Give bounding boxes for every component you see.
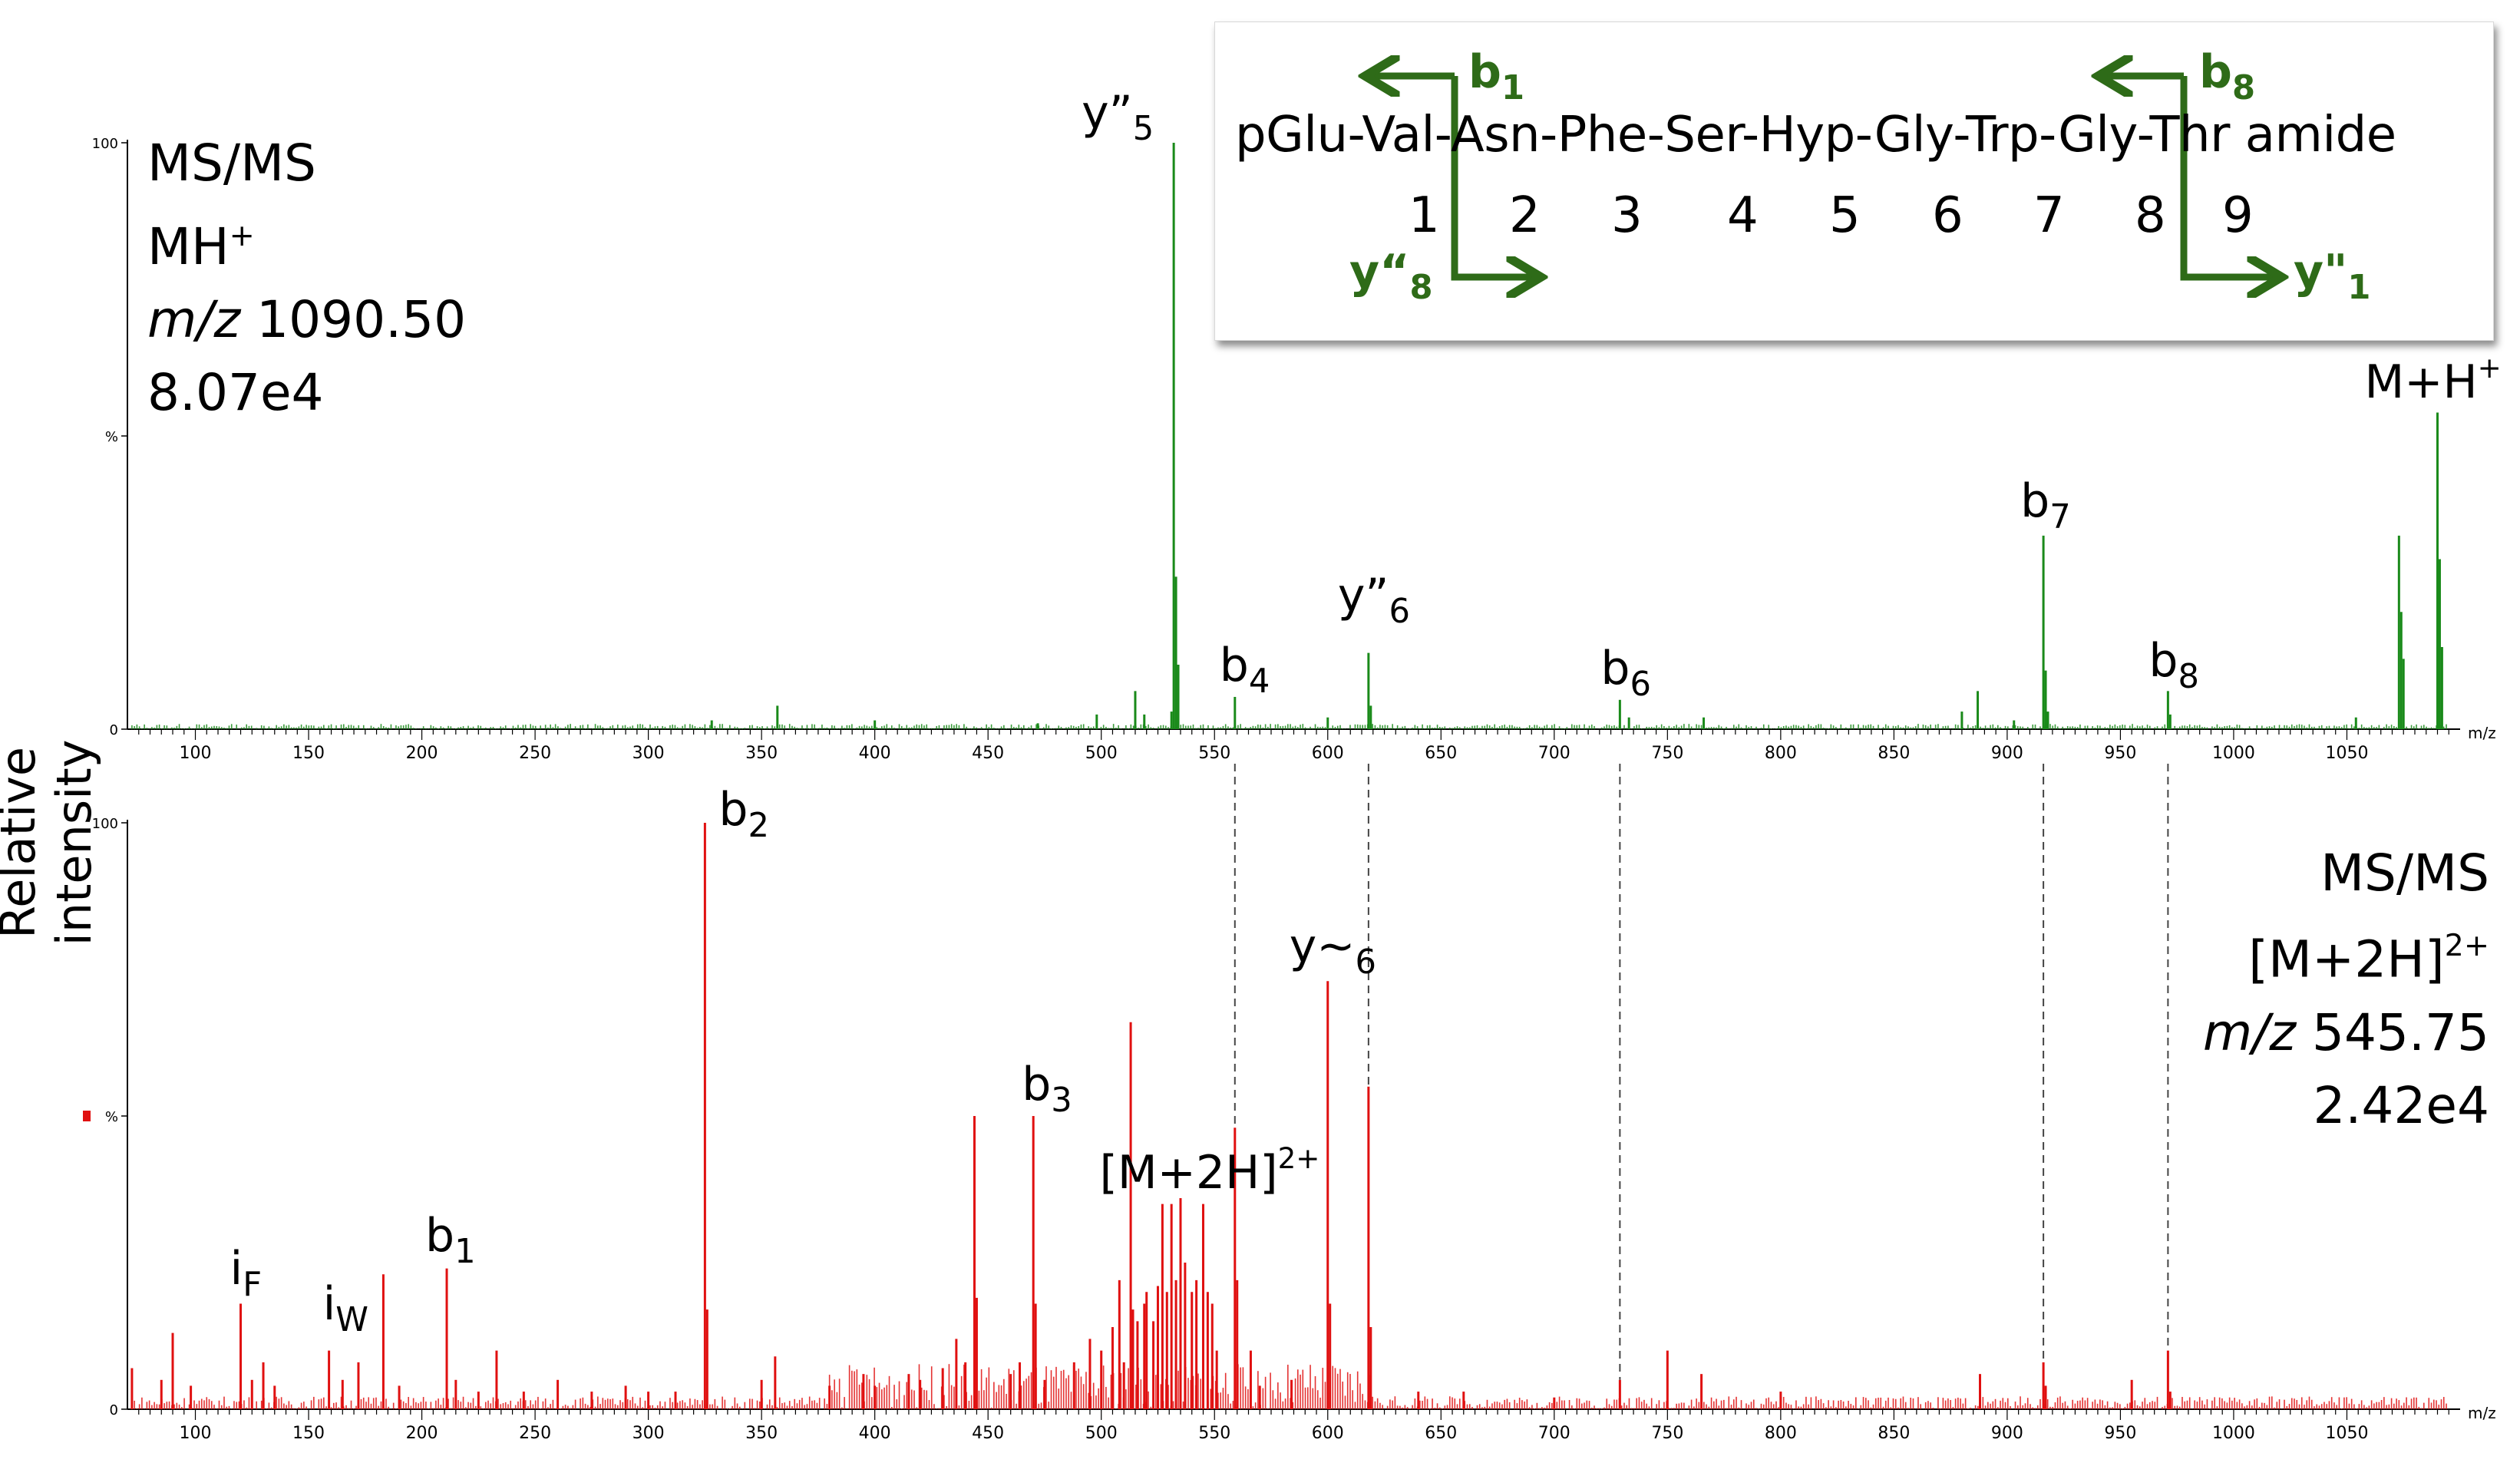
y-tick-label-bottom: 100	[92, 816, 118, 832]
peak-label-bottom: [M+2H]2+	[1099, 1141, 1320, 1200]
x-tick-label-top: 100	[180, 744, 212, 763]
peak-label-top: b6	[1600, 641, 1651, 704]
x-tick-label-top: 600	[1312, 744, 1344, 763]
top-panel-info: MS/MS MH+ m/z 1090.50 8.07e4	[147, 127, 466, 429]
peptide-sequence: pGlu-Val-Asn-Phe-Ser-Hyp-Gly-Trp-Gly-Thr…	[1235, 107, 2396, 163]
position-3: 3	[1611, 187, 1643, 244]
peak-label-bottom: iW	[322, 1276, 368, 1339]
position-4: 4	[1727, 187, 1759, 244]
x-tick-label-top: 950	[2104, 744, 2136, 763]
position-6: 6	[1932, 187, 1963, 244]
peak-label-bottom: b1	[425, 1208, 476, 1271]
fragment-y8-label: y“8	[1349, 245, 1433, 308]
x-tick-label-bottom: 850	[1878, 1424, 1910, 1443]
x-tick-label-top: 700	[1538, 744, 1570, 763]
x-tick-label-bottom: 300	[632, 1424, 665, 1443]
position-2: 2	[1509, 187, 1541, 244]
bottom-info-mz: m/z 545.75	[2202, 1002, 2489, 1062]
top-info-intensity: 8.07e4	[147, 362, 324, 422]
x-tick-label-top: 150	[292, 744, 325, 763]
position-5: 5	[1829, 187, 1861, 244]
bottom-info-intensity: 2.42e4	[2313, 1075, 2489, 1135]
peak-label-bottom: iF	[230, 1242, 263, 1305]
x-tick-label-top: 300	[632, 744, 665, 763]
x-tick-label-bottom: 800	[1765, 1424, 1797, 1443]
y-tick-label-top: 0	[110, 722, 118, 738]
x-tick-label-top: 850	[1878, 744, 1910, 763]
fragment-b8-label: b8	[2199, 45, 2256, 108]
percent-marker	[83, 1111, 91, 1121]
x-tick-label-top: 750	[1651, 744, 1683, 763]
fragment-y1-label: y"1	[2294, 245, 2371, 308]
position-7: 7	[2033, 187, 2065, 244]
fragment-b1-label: b1	[1468, 45, 1525, 108]
x-axis-label-top: m/z	[2468, 724, 2496, 742]
x-tick-label-bottom: 700	[1538, 1424, 1570, 1443]
x-tick-label-bottom: 350	[745, 1424, 778, 1443]
peak-label-top: y”5	[1082, 86, 1154, 149]
y-tick-label-top: 100	[92, 136, 118, 152]
y-tick-label-bottom: %	[105, 1109, 118, 1125]
bottom-info-ion: [M+2H]2+	[2248, 928, 2489, 989]
position-9: 9	[2222, 187, 2254, 244]
x-tick-label-bottom: 400	[859, 1424, 891, 1443]
x-tick-label-top: 650	[1425, 744, 1457, 763]
x-tick-label-bottom: 150	[292, 1424, 325, 1443]
x-tick-label-bottom: 600	[1312, 1424, 1344, 1443]
peak-label-bottom: y~6	[1289, 920, 1377, 982]
y-axis-label: Relative intensity	[0, 739, 102, 946]
bottom-panel-info: MS/MS [M+2H]2+ m/z 545.75 2.42e4	[2203, 837, 2489, 1142]
x-tick-label-top: 400	[859, 744, 891, 763]
y8-arrow	[1451, 76, 1537, 277]
peak-label-top: b7	[2020, 474, 2071, 537]
bottom-info-mode: MS/MS	[2320, 844, 2489, 903]
x-tick-label-top: 500	[1085, 744, 1118, 763]
peak-label-top: M+H+	[2364, 351, 2502, 410]
x-tick-label-bottom: 200	[406, 1424, 438, 1443]
peak-label-top: y”6	[1337, 568, 1410, 631]
x-tick-label-bottom: 900	[1991, 1424, 2023, 1443]
x-tick-label-top: 900	[1991, 744, 2023, 763]
x-tick-label-bottom: 500	[1085, 1424, 1118, 1443]
sequence-box: pGlu-Val-Asn-Phe-Ser-Hyp-Gly-Trp-Gly-Thr…	[1214, 21, 2494, 341]
x-tick-label-bottom: 1050	[2325, 1424, 2368, 1443]
position-1: 1	[1409, 187, 1440, 244]
x-tick-label-top: 550	[1198, 744, 1230, 763]
x-axis-label-bottom: m/z	[2468, 1404, 2496, 1422]
top-info-mode: MS/MS	[147, 134, 316, 193]
top-info-ion: MH+	[147, 216, 255, 276]
x-tick-label-bottom: 250	[519, 1424, 551, 1443]
x-tick-label-top: 1050	[2325, 744, 2368, 763]
peak-label-bottom: b3	[1022, 1058, 1072, 1121]
x-tick-label-bottom: 950	[2104, 1424, 2136, 1443]
x-tick-label-bottom: 100	[180, 1424, 212, 1443]
peak-label-top: b8	[2148, 634, 2199, 697]
peak-label-top: b4	[1219, 638, 1270, 702]
y1-arrow	[2180, 76, 2278, 277]
x-tick-label-bottom: 550	[1198, 1424, 1230, 1443]
x-tick-label-bottom: 750	[1651, 1424, 1683, 1443]
x-tick-label-top: 350	[745, 744, 778, 763]
peak-label-bottom: b2	[718, 783, 769, 846]
x-tick-label-top: 800	[1765, 744, 1797, 763]
position-8: 8	[2135, 187, 2166, 244]
top-info-mz: m/z 1090.50	[147, 289, 467, 349]
x-tick-label-top: 250	[519, 744, 551, 763]
x-tick-label-bottom: 450	[972, 1424, 1004, 1443]
x-tick-label-top: 200	[406, 744, 438, 763]
x-tick-label-top: 1000	[2212, 744, 2255, 763]
x-tick-label-bottom: 650	[1425, 1424, 1457, 1443]
y-tick-label-top: %	[105, 429, 118, 445]
x-tick-label-bottom: 1000	[2212, 1424, 2255, 1443]
x-tick-label-top: 450	[972, 744, 1004, 763]
y-tick-label-bottom: 0	[110, 1402, 118, 1418]
fragment-arrows	[1215, 22, 2493, 340]
